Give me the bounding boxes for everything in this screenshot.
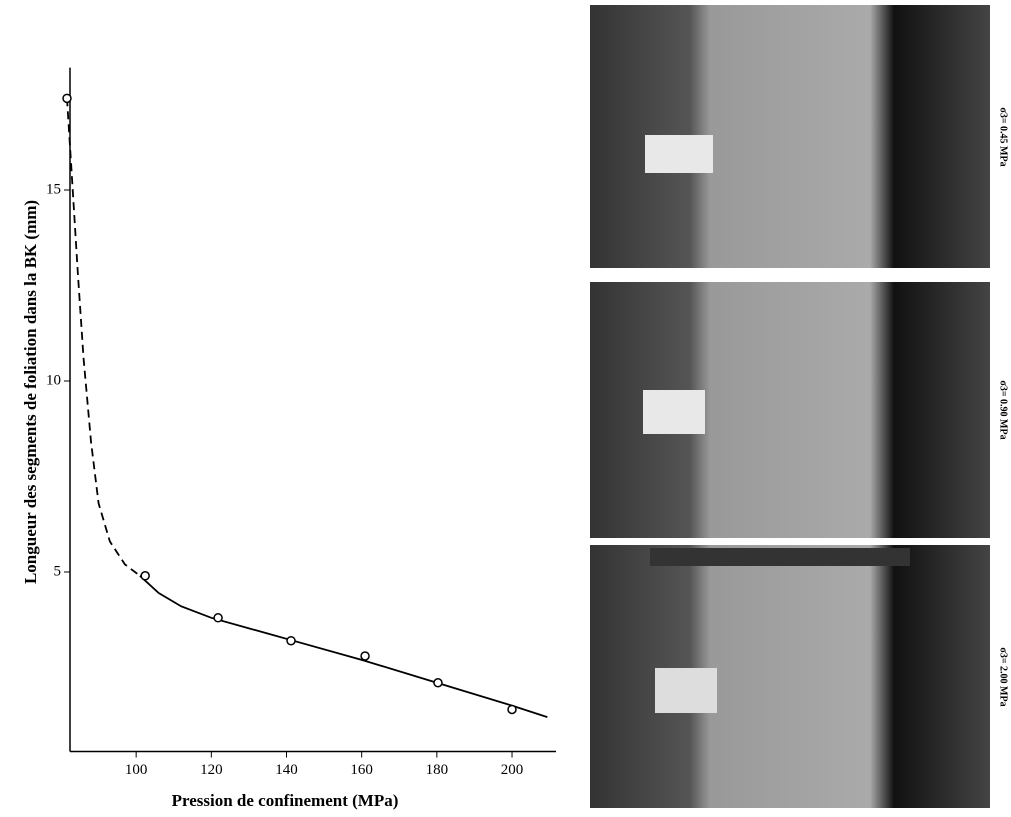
curve <box>139 575 548 718</box>
x-tick-label: 200 <box>501 762 524 778</box>
data-point <box>433 677 443 688</box>
x-tick-label: 180 <box>426 762 449 778</box>
x-tick-label: 160 <box>350 762 373 778</box>
photo-label: σ3= 0.45 MPa <box>998 107 1009 166</box>
data-point <box>286 635 296 646</box>
photo <box>590 545 990 808</box>
data-point <box>140 571 150 581</box>
x-tick-label: 140 <box>275 762 298 778</box>
photo-detail <box>655 668 717 713</box>
data-point <box>507 704 517 715</box>
x-axis-label: Pression de confinement (MPa) <box>172 791 399 810</box>
y-tick-label: 10 <box>46 372 61 388</box>
data-point <box>213 613 223 623</box>
curve <box>66 98 141 577</box>
photo-detail <box>643 390 705 434</box>
y-tick-label: 15 <box>46 181 61 197</box>
data-point <box>62 93 72 104</box>
y-axis-label: Longueur des segments de foliation dans … <box>21 200 40 584</box>
x-tick-label: 100 <box>125 762 148 778</box>
x-tick-label: 120 <box>200 762 223 778</box>
y-tick-label: 5 <box>54 563 62 579</box>
data-point <box>360 651 370 661</box>
photo-detail <box>645 135 713 173</box>
photo-label: σ3= 2.00 MPa <box>998 647 1009 706</box>
photo-label: σ3= 0.90 MPa <box>998 380 1009 439</box>
photos <box>590 5 990 808</box>
photo-detail <box>650 548 910 566</box>
